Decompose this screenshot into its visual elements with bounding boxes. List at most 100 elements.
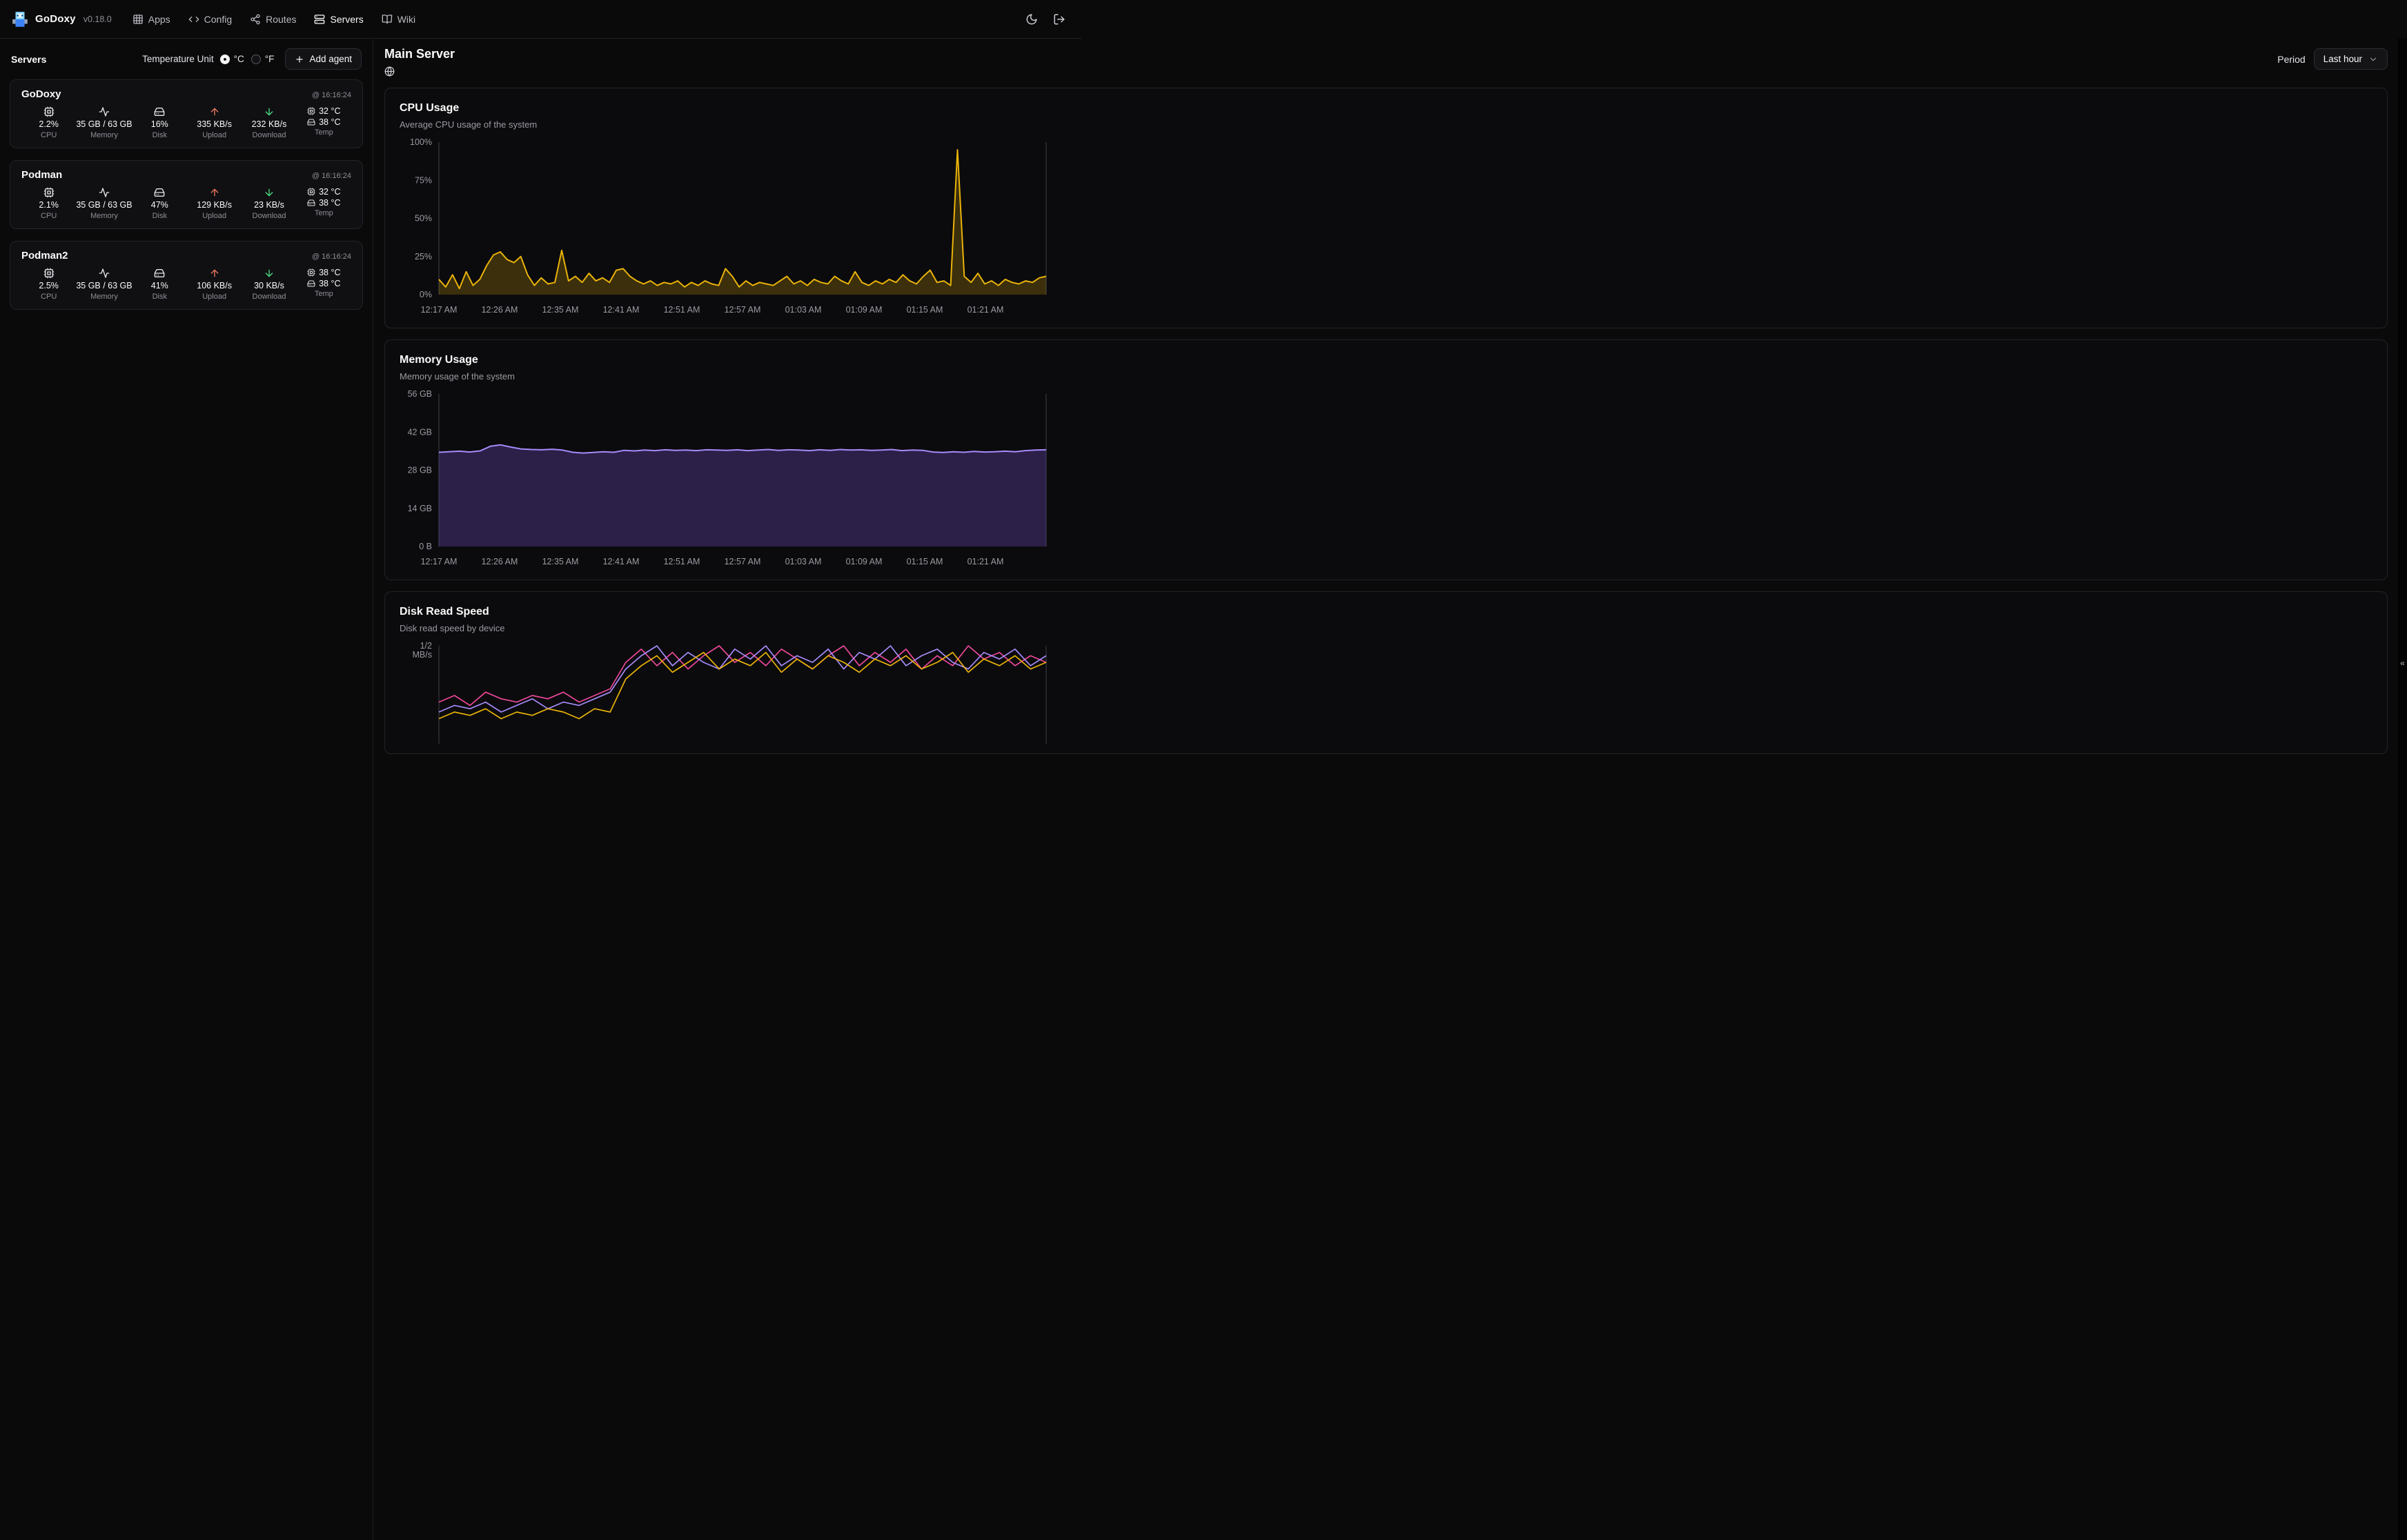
svg-text:12:17 AM: 12:17 AM [421, 557, 458, 566]
chevron-down-icon [2368, 55, 2378, 64]
server-icon [314, 14, 325, 25]
unit-fahrenheit-radio[interactable]: °F [250, 54, 274, 64]
server-timestamp: @ 16:16:24 [311, 253, 351, 261]
nav-item-apps[interactable]: Apps [132, 14, 170, 25]
memory-value: 35 GB / 63 GB [76, 200, 132, 210]
disk-value: 47% [150, 200, 168, 210]
svg-text:01:21 AM: 01:21 AM [967, 557, 1004, 566]
stat-upload: 106 KB/s Upload [187, 268, 242, 301]
chart-title: CPU Usage [400, 102, 460, 114]
cpu-icon [43, 268, 55, 279]
nav-item-config[interactable]: Config [188, 14, 232, 25]
nav-right [1025, 13, 1071, 26]
stat-memory: 35 GB / 63 GB Memory [76, 106, 132, 139]
stat-cpu: 2.1% CPU [21, 187, 76, 220]
svg-text:12:35 AM: 12:35 AM [542, 305, 579, 315]
disk-label: Disk [152, 131, 167, 139]
svg-text:56 GB: 56 GB [408, 389, 432, 399]
upload-label: Upload [202, 212, 227, 220]
hard-drive-icon [154, 268, 165, 279]
chart-title: Disk Read Speed [400, 606, 489, 618]
memory-label: Memory [90, 293, 118, 301]
chart-subtitle: Disk read speed by device [400, 623, 505, 633]
server-timestamp: @ 16:16:24 [311, 91, 351, 99]
svg-text:42 GB: 42 GB [408, 427, 432, 437]
memory-usage-card: Memory Usage Memory usage of the system … [384, 339, 2388, 580]
svg-text:12:41 AM: 12:41 AM [603, 557, 640, 566]
navbar: GoDoxy v0.18.0 Apps Config Routes Server… [0, 0, 1082, 39]
code-icon [188, 14, 199, 25]
download-label: Download [252, 293, 286, 301]
globe-icon [384, 66, 395, 77]
stat-download: 23 KB/s Download [242, 187, 296, 220]
cpu-usage-card: CPU Usage Average CPU usage of the syste… [384, 88, 2388, 328]
period-label: Period [2277, 53, 2306, 65]
temp-label: Temp [314, 209, 333, 217]
activity-icon [99, 106, 110, 117]
cpu-temp-value: 32 °C [319, 187, 341, 197]
server-name: Podman2 [21, 250, 68, 261]
download-label: Download [252, 131, 286, 139]
servers-panel-title: Servers [11, 53, 47, 65]
server-timestamp: @ 16:16:24 [311, 172, 351, 180]
brand: GoDoxy v0.18.0 [11, 10, 112, 28]
nav-item-label: Wiki [397, 13, 416, 25]
cpu-usage-chart: 0% 25% 50% 75% 100% 12:17 AM 12:26 AM 12:35 AM 1… [385, 137, 2387, 318]
disk-label: Disk [152, 293, 167, 301]
unit-celsius-radio[interactable]: °C [219, 54, 244, 64]
svg-text:12:57 AM: 12:57 AM [725, 557, 761, 566]
disk-read-speed-chart: 1/2 MB/s [385, 640, 2387, 744]
upload-label: Upload [202, 293, 227, 301]
cpu-label: CPU [41, 293, 57, 301]
logout-icon[interactable] [1053, 13, 1065, 26]
disk-label: Disk [152, 212, 167, 220]
cpu-icon [43, 187, 55, 198]
memory-label: Memory [90, 131, 118, 139]
stat-download: 232 KB/s Download [242, 106, 296, 139]
cpu-label: CPU [41, 212, 57, 220]
unit-celsius-label: °C [233, 54, 244, 64]
download-value: 30 KB/s [254, 281, 284, 290]
upload-value: 335 KB/s [197, 119, 232, 129]
upload-label: Upload [202, 131, 227, 139]
hard-drive-icon [307, 279, 315, 288]
server-card-podman[interactable]: Podman @ 16:16:24 2.1% CPU 35 GB / 63 GB… [10, 160, 363, 229]
theme-toggle-moon-icon[interactable] [1025, 13, 1038, 26]
svg-text:12:17 AM: 12:17 AM [421, 305, 458, 315]
svg-text:01:21 AM: 01:21 AM [967, 305, 1004, 315]
disk-temp-value: 38 °C [319, 117, 341, 127]
book-icon [382, 14, 393, 25]
nav-item-servers[interactable]: Servers [314, 13, 364, 25]
svg-text:1/2: 1/2 [420, 641, 432, 651]
period-select[interactable]: Last hour [2313, 48, 2388, 70]
arrow-down-icon [264, 187, 275, 198]
cpu-icon [307, 268, 315, 277]
svg-text:12:26 AM: 12:26 AM [482, 557, 518, 566]
nav-item-label: Servers [330, 13, 364, 25]
download-label: Download [252, 212, 286, 220]
cpu-value: 2.5% [39, 281, 59, 290]
nav-item-wiki[interactable]: Wiki [382, 14, 415, 25]
stat-memory: 35 GB / 63 GB Memory [76, 187, 132, 220]
stat-disk: 41% Disk [132, 268, 187, 301]
stat-disk: 47% Disk [132, 187, 187, 220]
hard-drive-icon [154, 187, 165, 198]
stat-temperature: 32 °C 38 °C Temp [297, 187, 351, 220]
server-card-podman2[interactable]: Podman2 @ 16:16:24 2.5% CPU 35 GB / 63 G… [10, 241, 363, 310]
svg-text:12:35 AM: 12:35 AM [542, 557, 579, 566]
download-value: 23 KB/s [254, 200, 284, 210]
collapse-panel-handle[interactable]: « [2400, 658, 2405, 668]
cpu-icon [307, 188, 315, 196]
arrow-up-icon [209, 268, 220, 279]
nav-item-routes[interactable]: Routes [250, 14, 296, 25]
svg-text:75%: 75% [415, 175, 432, 185]
arrow-down-icon [264, 106, 275, 117]
server-card-godoxy[interactable]: GoDoxy @ 16:16:24 2.2% CPU 35 GB / 63 GB… [10, 79, 363, 148]
server-name: Podman [21, 169, 63, 181]
nav-item-label: Config [204, 13, 233, 25]
add-agent-button[interactable]: Add agent [285, 48, 362, 70]
disk-value: 41% [150, 281, 168, 290]
download-value: 232 KB/s [251, 119, 287, 129]
svg-text:28 GB: 28 GB [408, 466, 432, 475]
temperature-unit-label: Temperature Unit [142, 54, 214, 64]
